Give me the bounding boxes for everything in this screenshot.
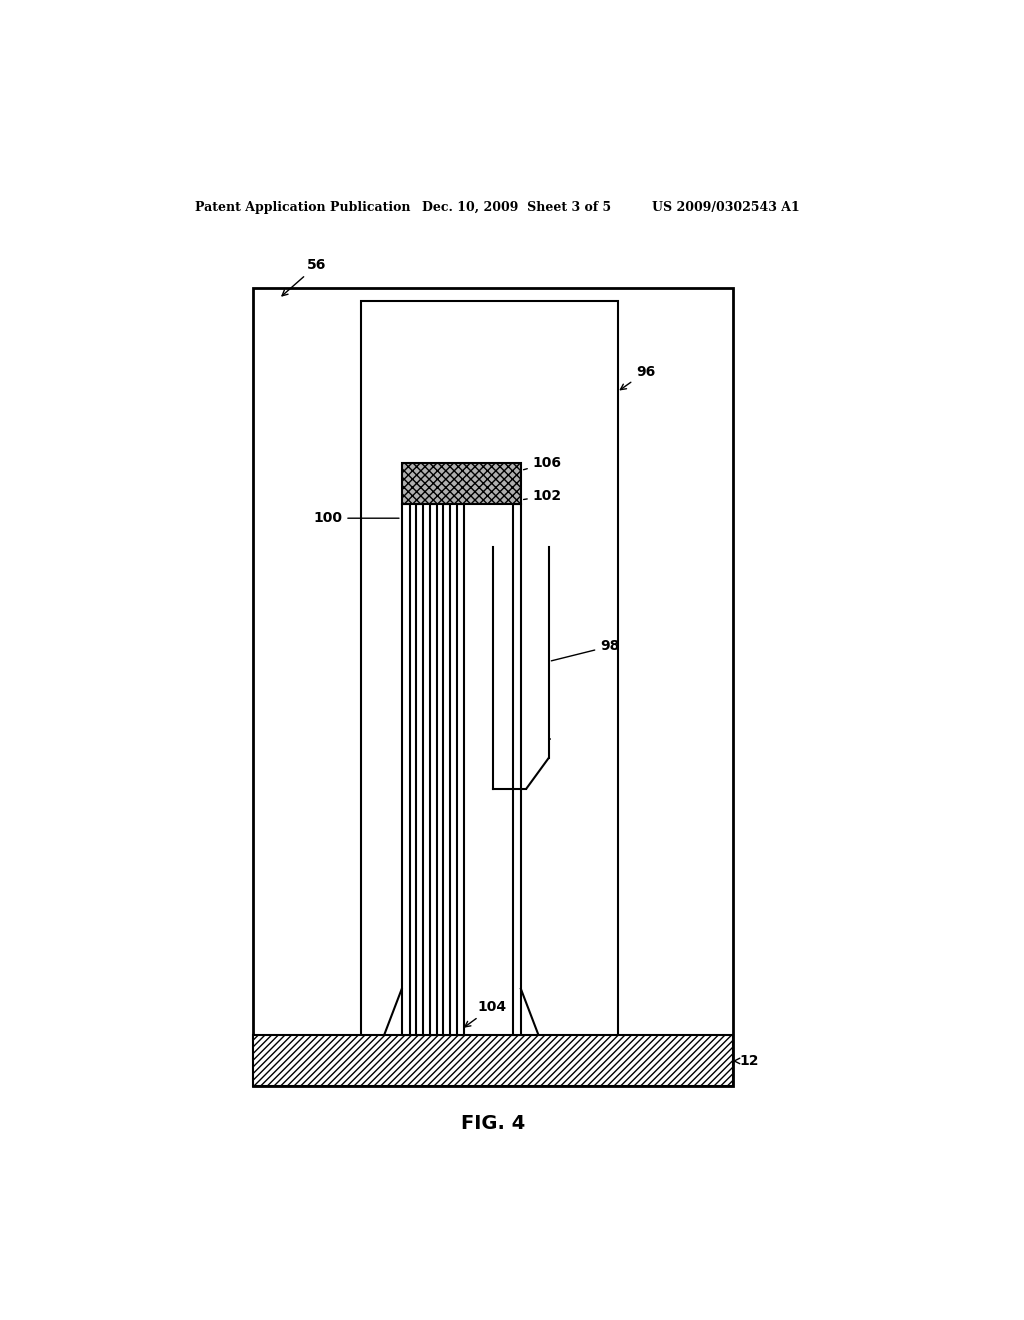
Text: 102: 102 <box>523 488 562 503</box>
Bar <box>362 1034 616 1055</box>
Text: FIG. 4: FIG. 4 <box>461 1114 525 1134</box>
Bar <box>253 1035 733 1086</box>
Text: US 2009/0302543 A1: US 2009/0302543 A1 <box>652 201 800 214</box>
Bar <box>494 548 548 788</box>
Text: Patent Application Publication: Patent Application Publication <box>196 201 411 214</box>
Text: 104: 104 <box>465 1001 506 1027</box>
Bar <box>430 504 436 1035</box>
Bar <box>513 504 521 1035</box>
Text: 100: 100 <box>313 511 399 525</box>
Text: 106: 106 <box>523 457 562 470</box>
Text: 94: 94 <box>523 731 552 744</box>
Bar <box>360 301 618 1055</box>
Bar <box>457 504 464 1035</box>
Text: 56: 56 <box>282 259 327 296</box>
Text: Dec. 10, 2009  Sheet 3 of 5: Dec. 10, 2009 Sheet 3 of 5 <box>422 201 610 214</box>
Text: 96: 96 <box>621 364 655 389</box>
Bar <box>416 504 423 1035</box>
Bar <box>401 463 521 504</box>
Text: 98: 98 <box>551 639 620 661</box>
Text: 12: 12 <box>733 1053 759 1068</box>
Bar <box>443 504 451 1035</box>
Bar <box>401 504 410 1035</box>
Bar <box>253 289 733 1086</box>
